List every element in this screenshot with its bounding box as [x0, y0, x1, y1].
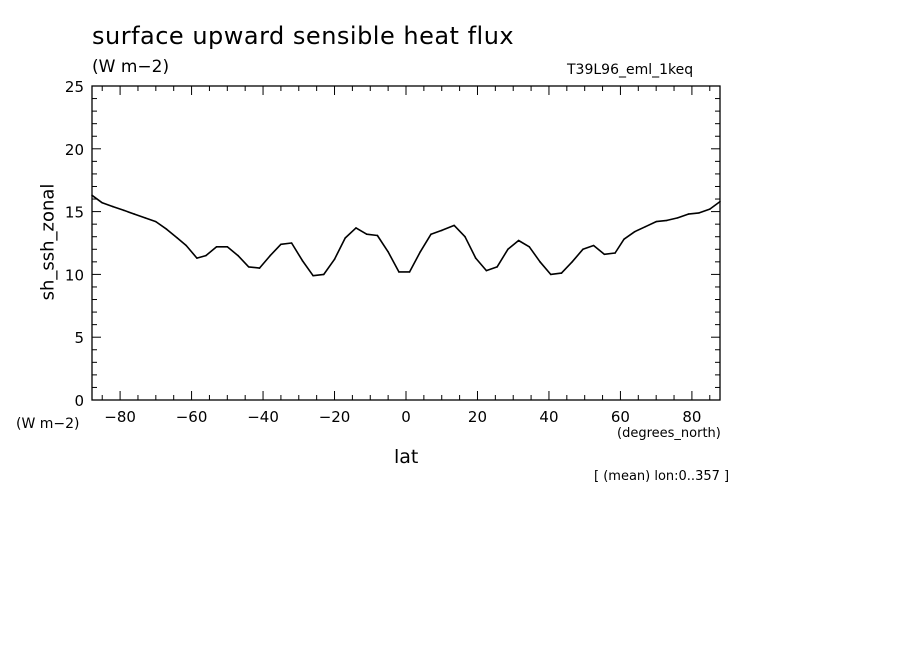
data-point: [614, 252, 616, 254]
data-point: [176, 237, 179, 239]
data-point: [333, 258, 336, 261]
data-point: [237, 254, 239, 257]
series-line: [91, 194, 721, 277]
data-point: [419, 250, 422, 253]
x-tick-label: −60: [176, 408, 208, 426]
data-point: [387, 250, 389, 253]
data-point: [376, 234, 379, 237]
data-point: [719, 200, 721, 203]
data-point: [623, 238, 625, 241]
data-point: [155, 220, 157, 223]
data-point: [185, 244, 188, 247]
chart-title: surface upward sensible heat flux: [92, 22, 515, 50]
averaging-note: [ (mean) lon:0..357 ]: [594, 469, 730, 484]
data-point: [312, 274, 314, 277]
data-point: [698, 212, 700, 214]
data-point: [708, 208, 711, 210]
data-point: [633, 230, 636, 233]
x-tick-label: 40: [539, 408, 558, 426]
data-point: [539, 261, 541, 263]
data-point: [549, 273, 552, 276]
data-point: [165, 228, 168, 230]
y-tick-label: 15: [65, 204, 84, 222]
y-tick-label: 10: [65, 266, 84, 284]
data-point: [528, 245, 531, 248]
data-point: [464, 235, 466, 238]
data-point: [355, 227, 357, 229]
data-point: [133, 213, 136, 215]
data-point: [440, 229, 443, 232]
data-point: [215, 245, 218, 248]
data-point: [323, 273, 325, 276]
data-point: [430, 233, 432, 236]
x-tick-label: −80: [104, 408, 136, 426]
y-tick-label: 0: [74, 392, 84, 410]
data-point: [269, 254, 271, 257]
x-tick-label: 60: [611, 408, 630, 426]
chart-units: (W m−2): [92, 57, 170, 77]
data-point: [453, 224, 456, 227]
data-point: [644, 225, 647, 228]
run-id-label: T39L96_eml_1keq: [567, 62, 694, 78]
data-point: [496, 266, 498, 268]
data-point: [101, 202, 104, 204]
y-tick-label: 20: [65, 141, 84, 159]
data-point: [344, 237, 347, 239]
data-point: [91, 194, 93, 197]
x-axis-units: (degrees_north): [617, 426, 721, 441]
data-point: [592, 244, 595, 247]
x-tick-label: 80: [682, 408, 701, 426]
data-point: [144, 217, 146, 219]
data-point: [301, 259, 304, 262]
data-point: [603, 253, 606, 256]
data-point: [666, 219, 668, 222]
data-point: [398, 271, 400, 273]
x-tick-label: 20: [468, 408, 487, 426]
data-point: [258, 267, 261, 269]
data-point: [226, 245, 229, 248]
data-point: [280, 243, 282, 246]
data-point: [655, 220, 657, 223]
x-tick-label: 0: [401, 408, 411, 426]
x-tick-label: −20: [319, 408, 351, 426]
data-point: [676, 217, 679, 219]
data-point: [365, 233, 368, 236]
data-point: [474, 257, 477, 259]
y-tick-label: 25: [65, 78, 84, 96]
y-axis-units: (W m−2): [16, 416, 80, 432]
data-point: [485, 269, 488, 272]
data-point: [196, 257, 198, 259]
plot-frame: [91, 85, 721, 401]
data-point: [122, 209, 125, 212]
data-point: [290, 242, 293, 244]
y-tick-label: 5: [74, 329, 84, 347]
data-point: [571, 261, 573, 263]
data-point: [687, 213, 690, 215]
data-point: [112, 205, 114, 208]
data-point: [247, 266, 250, 268]
data-point: [517, 239, 520, 242]
data-point: [507, 248, 509, 251]
data-point: [560, 272, 563, 274]
x-axis-label: lat: [394, 446, 419, 468]
data-point: [205, 254, 207, 257]
data-point: [408, 271, 411, 273]
data-point: [582, 248, 584, 251]
x-tick-label: −40: [247, 408, 279, 426]
